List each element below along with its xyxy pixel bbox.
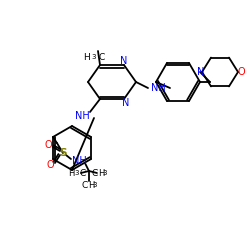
Text: NH: NH bbox=[150, 83, 166, 93]
Text: N: N bbox=[122, 98, 130, 108]
Text: 3: 3 bbox=[92, 54, 96, 60]
Text: 3: 3 bbox=[103, 170, 107, 176]
Text: O: O bbox=[46, 160, 54, 170]
Text: C: C bbox=[92, 168, 98, 177]
Text: N: N bbox=[120, 56, 128, 66]
Text: 3: 3 bbox=[75, 170, 79, 176]
Text: H: H bbox=[98, 168, 104, 177]
Text: 3: 3 bbox=[93, 182, 97, 188]
Text: O: O bbox=[237, 67, 245, 77]
Text: S: S bbox=[59, 148, 67, 158]
Text: C: C bbox=[99, 52, 105, 62]
Text: C: C bbox=[82, 180, 88, 190]
Text: NH: NH bbox=[74, 111, 90, 121]
Text: NH: NH bbox=[72, 156, 86, 166]
Text: C: C bbox=[80, 168, 86, 177]
Text: N: N bbox=[197, 67, 205, 77]
Text: H: H bbox=[68, 168, 74, 177]
Text: O: O bbox=[44, 140, 52, 150]
Text: H: H bbox=[82, 52, 89, 62]
Text: H: H bbox=[88, 180, 94, 190]
